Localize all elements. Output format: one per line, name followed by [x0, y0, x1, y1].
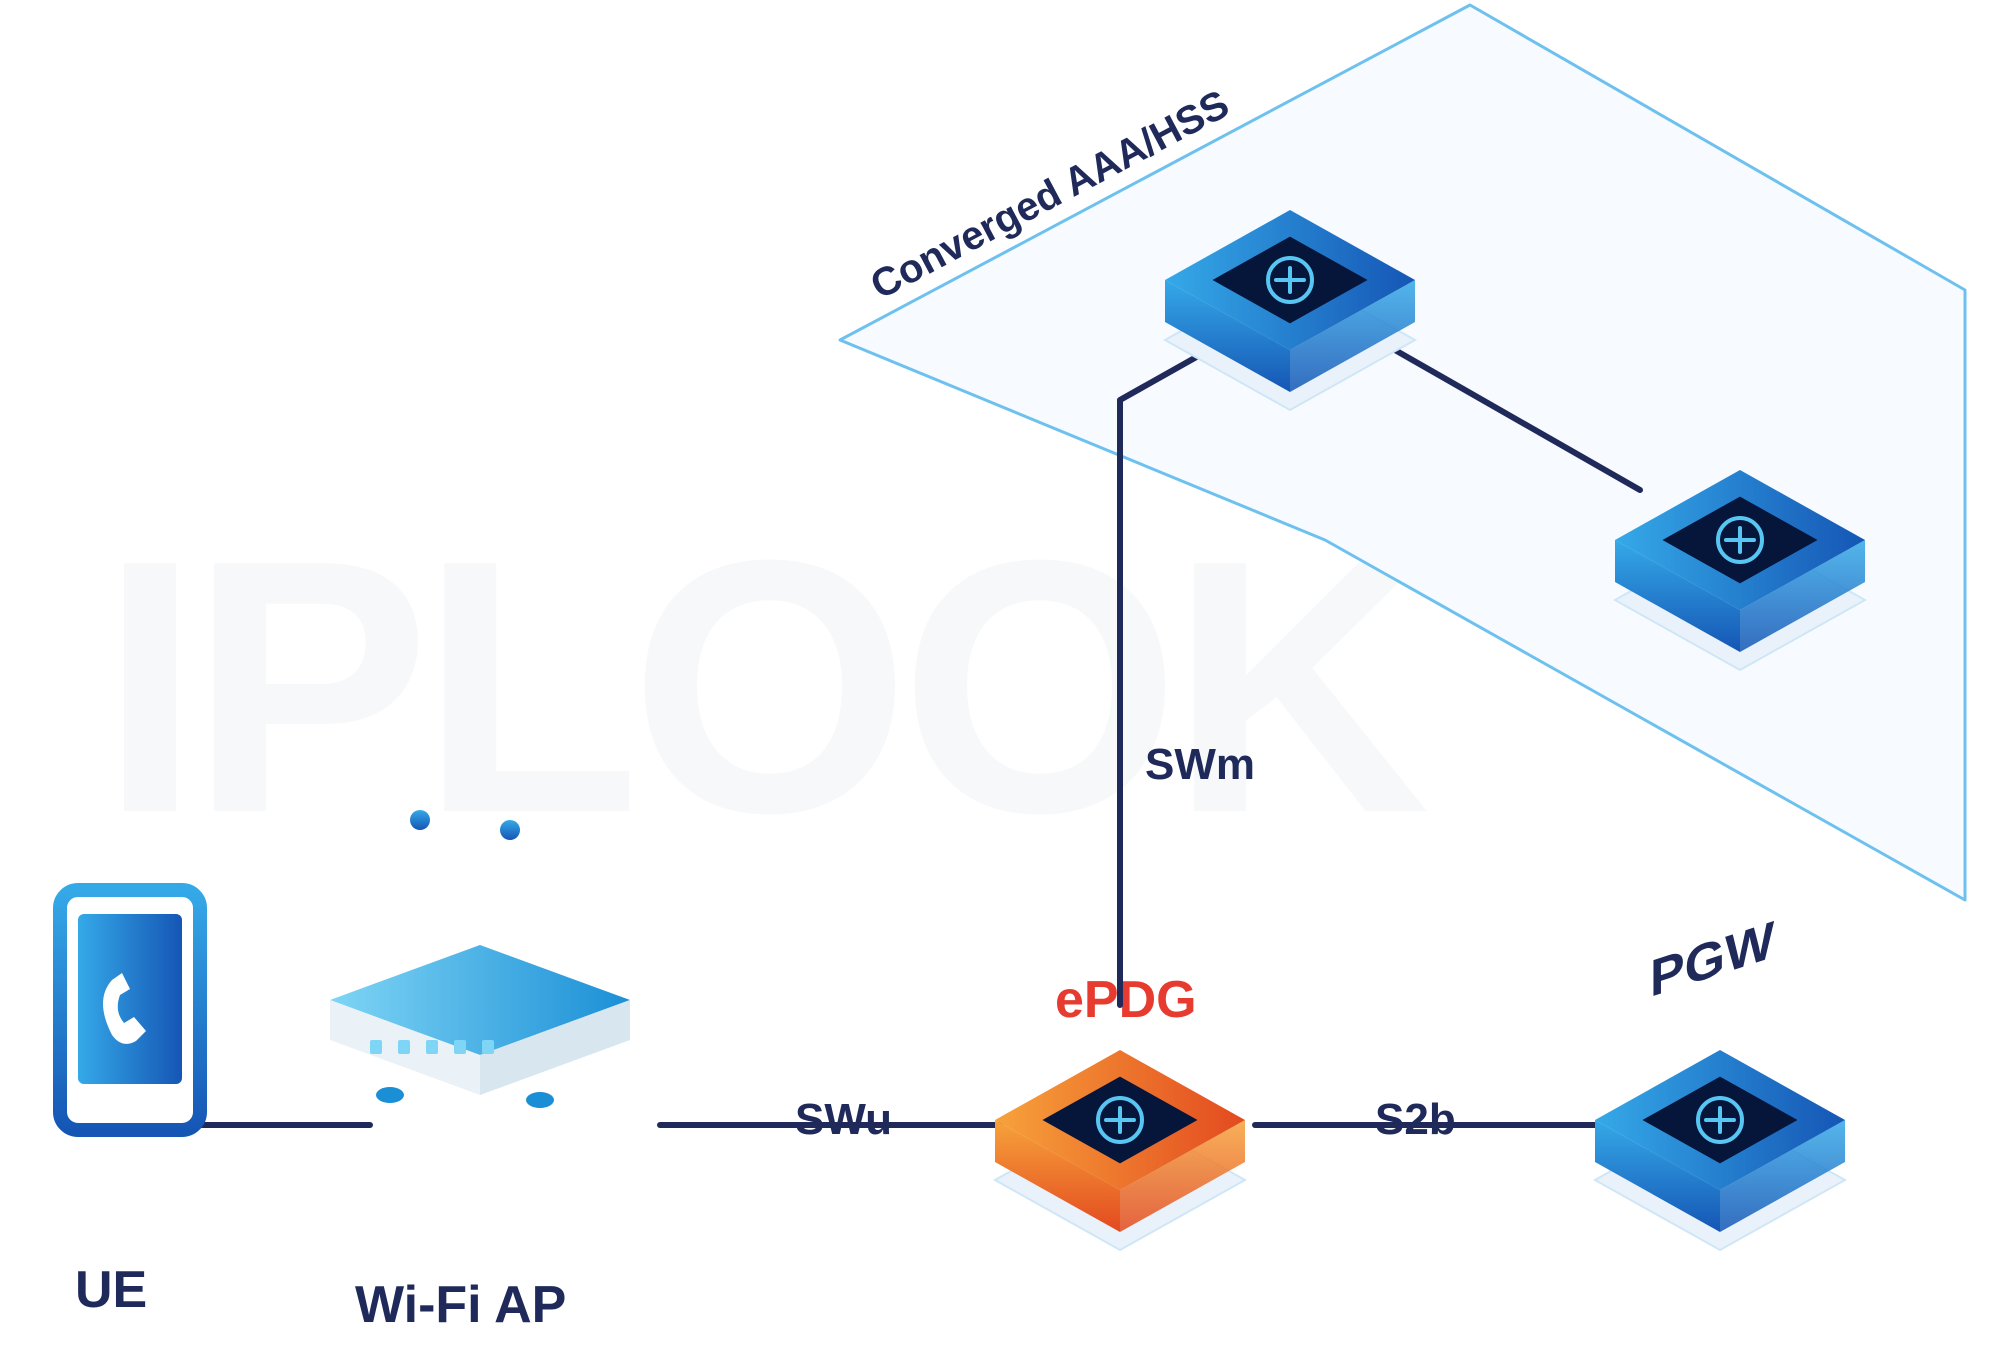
phone-icon	[60, 890, 200, 1130]
diagram-canvas: Converged AAA/HSS	[0, 0, 2000, 1365]
router-icon	[330, 810, 630, 1108]
iso-box	[1595, 1050, 1845, 1250]
iso-box	[995, 1050, 1245, 1250]
